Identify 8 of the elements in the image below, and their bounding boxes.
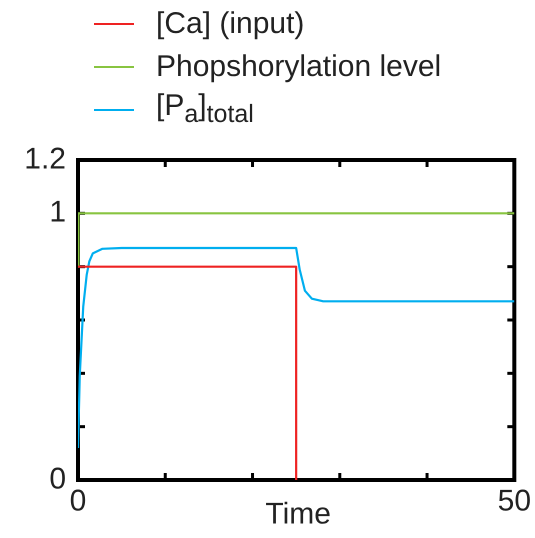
x-tick-label: 50: [498, 484, 532, 518]
y-tick-label: 0: [49, 462, 66, 496]
x-axis-title: Time: [265, 497, 331, 530]
y-tick-label: 1: [49, 196, 66, 229]
y-tick-label: 1.2: [24, 142, 66, 176]
legend-label: [P$_{a}$]$_{total}$: [156, 88, 254, 130]
legend-label: [Ca] (input): [156, 6, 304, 40]
legend-label: Phopshorylation level: [156, 50, 442, 84]
